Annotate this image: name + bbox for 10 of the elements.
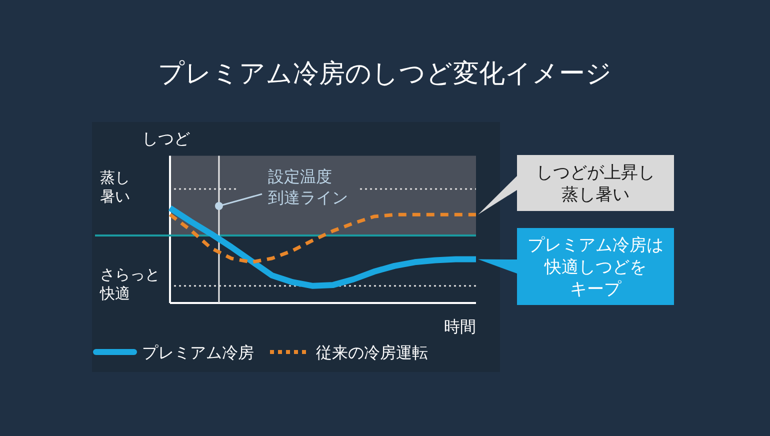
ref-line-label: さらっと快適 [99, 265, 160, 302]
legend-label: 従来の冷房運転 [316, 343, 428, 362]
text: しつどが上昇し蒸し暑い [536, 163, 655, 205]
y-axis-title: しつど [142, 129, 190, 148]
ref-line-label: 蒸し暑い [100, 168, 130, 206]
x-axis-title: 時間 [444, 317, 476, 336]
text: プレミアム冷房は快適しつどをキープ [528, 236, 664, 300]
chart-title: プレミアム冷房のしつど変化イメージ [158, 59, 612, 89]
legend-label: プレミアム冷房 [142, 343, 254, 362]
text: 設定温度到達ライン [268, 167, 348, 207]
